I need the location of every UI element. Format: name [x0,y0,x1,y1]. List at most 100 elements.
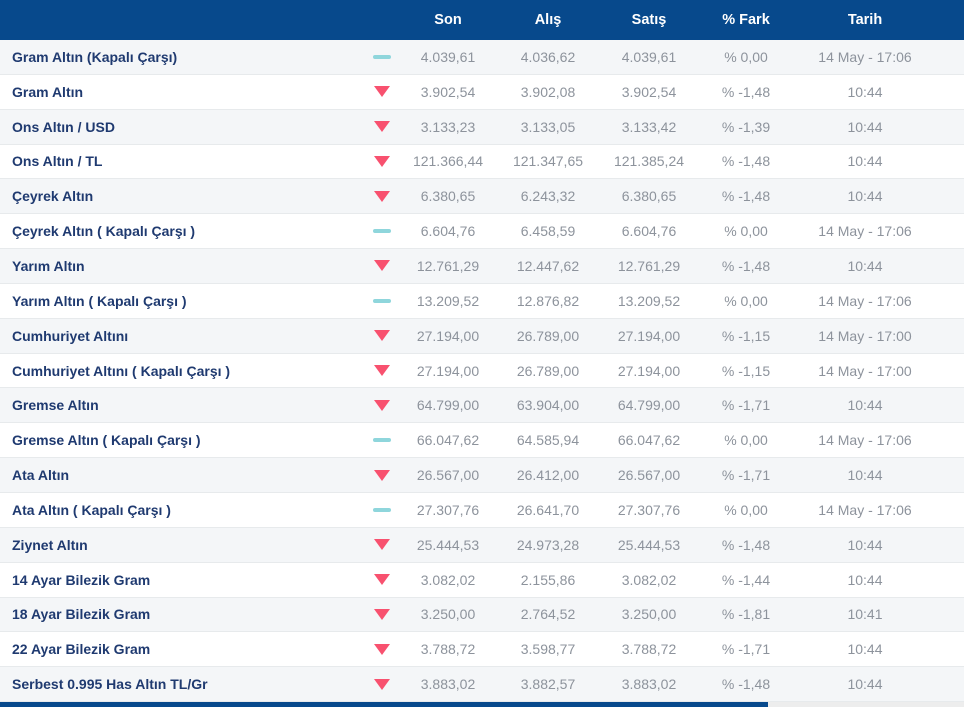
alis-value: 3.902,08 [520,83,576,100]
table-row[interactable]: 22 Ayar Bilezik Gram 3.788,72 3.598,77 3.78… [0,632,964,668]
satis-value: 3.082,02 [621,571,677,588]
satis-value: 12.761,29 [617,257,681,274]
son-value: 3.788,72 [420,641,476,658]
fark-value: % -1,48 [721,257,771,274]
trend-down-icon [366,86,398,98]
instrument-label: Ons Altın / TL [12,153,103,170]
son-value: 64.799,00 [416,397,480,414]
fark-value: % -1,71 [721,397,771,414]
instrument-label: Çeyrek Altın [12,188,94,205]
satis-value: 3.902,54 [621,83,677,100]
alis-value: 26.789,00 [516,327,580,344]
trend-down-icon [366,190,398,202]
instrument-label: Ata Altın [12,467,70,484]
tarih-value: 14 May - 17:06 [818,223,912,240]
trend-flat-icon [366,229,398,234]
trend-flat-icon [366,438,398,443]
table-row[interactable]: 18 Ayar Bilezik Gram 3.250,00 2.764,52 3.25… [0,597,964,633]
table-row[interactable]: Yarım Altın ( Kapalı Çarşı ) 13.209,52 12.… [0,283,964,319]
tarih-value: 14 May - 17:06 [818,501,912,518]
table-row[interactable]: Gremse Altın ( Kapalı Çarşı ) 66.047,62 64… [0,423,964,459]
instrument-label: Yarım Altın ( Kapalı Çarşı ) [12,292,187,309]
table-row[interactable]: Çeyrek Altın ( Kapalı Çarşı ) 6.604,76 6.4… [0,214,964,250]
trend-down-icon [366,365,398,377]
instrument-label: 14 Ayar Bilezik Gram [12,571,151,588]
tarih-value: 14 May - 17:00 [818,327,912,344]
table-row[interactable]: 14 Ayar Bilezik Gram 3.082,02 2.155,86 3.08… [0,562,964,598]
alis-value: 24.973,28 [516,536,580,553]
table-row[interactable]: Gram Altın (Kapalı Çarşı) 4.039,61 4.036,6… [0,40,964,75]
table-row[interactable]: Cumhuriyet Altını ( Kapalı Çarşı ) 27.194… [0,353,964,389]
table-row[interactable]: Serbest 0.995 Has Altın TL/Gr 3.883,02 3.8… [0,667,964,703]
table-row[interactable]: Ons Altın / TL 121.366,44 121.347,65 121.38… [0,144,964,180]
fark-value: % 0,00 [724,501,768,518]
trend-down-icon [366,155,398,167]
instrument-label: 22 Ayar Bilezik Gram [12,641,151,658]
alis-value: 6.243,32 [520,188,576,205]
fark-value: % -1,15 [721,327,771,344]
alis-value: 12.447,62 [516,257,580,274]
fark-value: % -1,39 [721,118,771,135]
fark-value: % 0,00 [724,223,768,240]
trend-down-icon [366,260,398,272]
tarih-value: 10:44 [847,188,883,205]
trend-down-icon [366,330,398,342]
fark-value: % -1,71 [721,467,771,484]
satis-value: 4.039,61 [621,48,677,65]
trend-down-icon [366,539,398,551]
satis-value: 6.604,76 [621,223,677,240]
satis-value: 3.883,02 [621,676,677,693]
footer-gray-strip [768,702,964,707]
satis-value: 6.380,65 [621,188,677,205]
fark-value: % 0,00 [724,292,768,309]
tarih-value: 14 May - 17:00 [818,362,912,379]
tarih-value: 14 May - 17:06 [818,432,912,449]
table-row[interactable]: Gremse Altın 64.799,00 63.904,00 64.799,00%… [0,388,964,424]
fark-value: % -1,48 [721,676,771,693]
table-row[interactable]: Çeyrek Altın 6.380,65 6.243,32 6.380,65 % -1… [0,179,964,215]
alis-value: 12.876,82 [516,292,580,309]
instrument-label: Ata Altın ( Kapalı Çarşı ) [12,501,171,518]
tarih-value: 10:44 [847,83,883,100]
tarih-value: 10:44 [847,641,883,658]
instrument-label: Gremse Altın [12,397,99,414]
alis-value: 6.458,59 [520,223,576,240]
table-row[interactable]: Ata Altın ( Kapalı Çarşı ) 27.307,76 26.64… [0,492,964,528]
trend-down-icon [366,399,398,411]
fark-value: % -1,44 [721,571,771,588]
son-value: 3.133,23 [420,118,476,135]
satis-value: 64.799,00 [617,397,681,414]
tarih-value: 10:44 [847,536,883,553]
rates-table-header: Son Alış Satış % Fark Tarih [0,0,964,40]
table-row[interactable]: Gram Altın 3.902,54 3.902,08 3.902,54 % -1,4… [0,74,964,110]
table-row[interactable]: Yarım Altın 12.761,29 12.447,62 12.761,29 % … [0,249,964,284]
table-row[interactable]: Ziynet Altın 25.444,53 24.973,28 25.444,53%… [0,527,964,563]
trend-down-icon [366,574,398,586]
table-row[interactable]: Ata Altın 26.567,00 26.412,00 26.567,00 % -1… [0,458,964,493]
column-header-son: Son [434,12,462,28]
table-row[interactable]: Cumhuriyet Altını 27.194,00 26.789,00 27.19… [0,318,964,354]
footer-bar [0,702,964,707]
column-header-satis: Satış [631,12,667,28]
alis-value: 121.347,65 [512,153,584,170]
trend-down-icon [366,643,398,655]
alis-value: 63.904,00 [516,397,580,414]
alis-value: 26.412,00 [516,467,580,484]
column-header-tarih: Tarih [847,12,883,28]
trend-down-icon [366,121,398,133]
fark-value: % -1,48 [721,536,771,553]
alis-value: 26.789,00 [516,362,580,379]
instrument-label: Cumhuriyet Altını [12,327,129,344]
tarih-value: 10:44 [847,397,883,414]
tarih-value: 10:44 [847,153,883,170]
fark-value: % -1,71 [721,641,771,658]
column-header-fark: % Fark [722,12,770,28]
instrument-label: Serbest 0.995 Has Altın TL/Gr [12,676,208,693]
instrument-label: Gremse Altın ( Kapalı Çarşı ) [12,432,201,449]
trend-down-icon [366,608,398,620]
fark-value: % -1,48 [721,83,771,100]
footer-navy-strip [0,702,768,707]
satis-value: 3.788,72 [621,641,677,658]
table-row[interactable]: Ons Altın / USD 3.133,23 3.133,05 3.133,42%… [0,109,964,145]
satis-value: 3.250,00 [621,606,677,623]
